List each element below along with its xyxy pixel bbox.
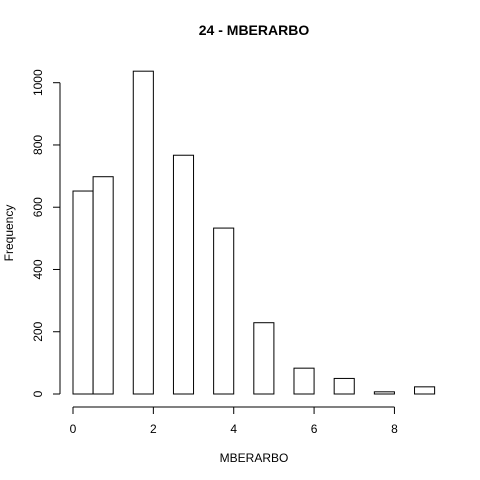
x-tick-label: 6	[311, 422, 318, 436]
histogram-bar-1	[92, 176, 114, 395]
y-tick-label: 800	[31, 135, 45, 155]
y-tick-label: 600	[31, 197, 45, 217]
x-axis: 0 2 4 6 8	[70, 406, 398, 436]
x-axis-label: MBERARBO	[220, 451, 289, 465]
histogram-bar-9	[253, 322, 275, 395]
y-tick-label: 200	[31, 321, 45, 341]
histogram-bar-7	[213, 227, 235, 395]
histogram-bar-5	[172, 154, 195, 395]
histogram-bar-0	[72, 190, 94, 395]
histogram-bar-3	[132, 70, 154, 395]
y-tick-label: 1000	[31, 69, 45, 96]
histogram-bar-13	[333, 377, 355, 395]
bars-group	[72, 70, 436, 395]
y-axis: 0 200 400 600 800 1000	[31, 69, 61, 397]
histogram-bar-11	[293, 367, 315, 395]
y-axis-label: Frequency	[2, 205, 16, 262]
histogram-bar-15	[373, 391, 395, 395]
x-tick-label: 0	[70, 422, 77, 436]
histogram-bar-17	[414, 386, 436, 395]
y-tick-label: 0	[31, 390, 45, 397]
x-tick-label: 8	[391, 422, 398, 436]
x-tick-label: 4	[230, 422, 237, 436]
x-tick-label: 2	[150, 422, 157, 436]
chart-title: 24 - MBERARBO	[199, 22, 310, 38]
y-tick-label: 400	[31, 259, 45, 279]
